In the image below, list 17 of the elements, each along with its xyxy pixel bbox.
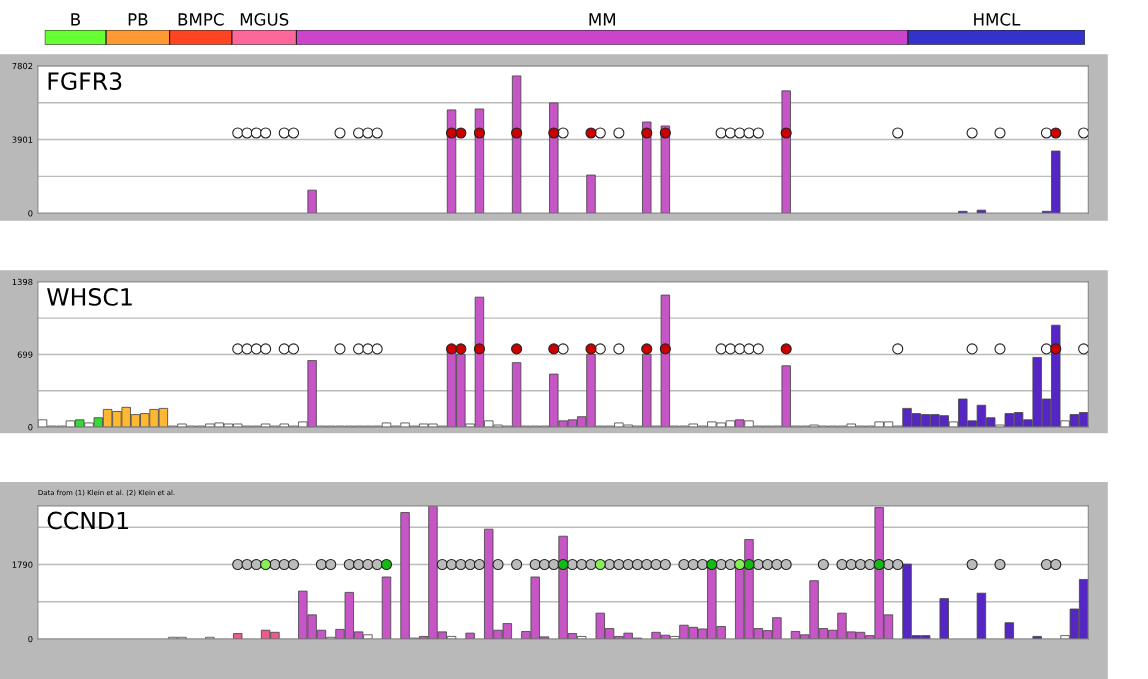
y-tick-label: 3901 [12,136,33,143]
series-label: MGUS [240,13,289,26]
y-tick-label: 699 [17,351,33,358]
series-label: B [71,13,80,26]
y-tick-label: 0 [28,424,33,431]
series-label: PB [128,13,148,26]
y-tick-label: 0 [28,210,33,217]
y-tick-label: 1398 [12,278,33,286]
chart-title: FGFR3 [48,72,122,91]
y-tick-label: 7802 [12,62,33,70]
y-tick-label: 1790 [12,561,33,568]
series-label: BMPC [178,13,224,26]
series-label: MM [589,13,616,26]
chart-title: CCND1 [47,511,128,530]
chart-title: WHSC1 [47,288,132,306]
y-tick-label: 0 [28,635,33,643]
series-label: HMCL [974,13,1021,26]
